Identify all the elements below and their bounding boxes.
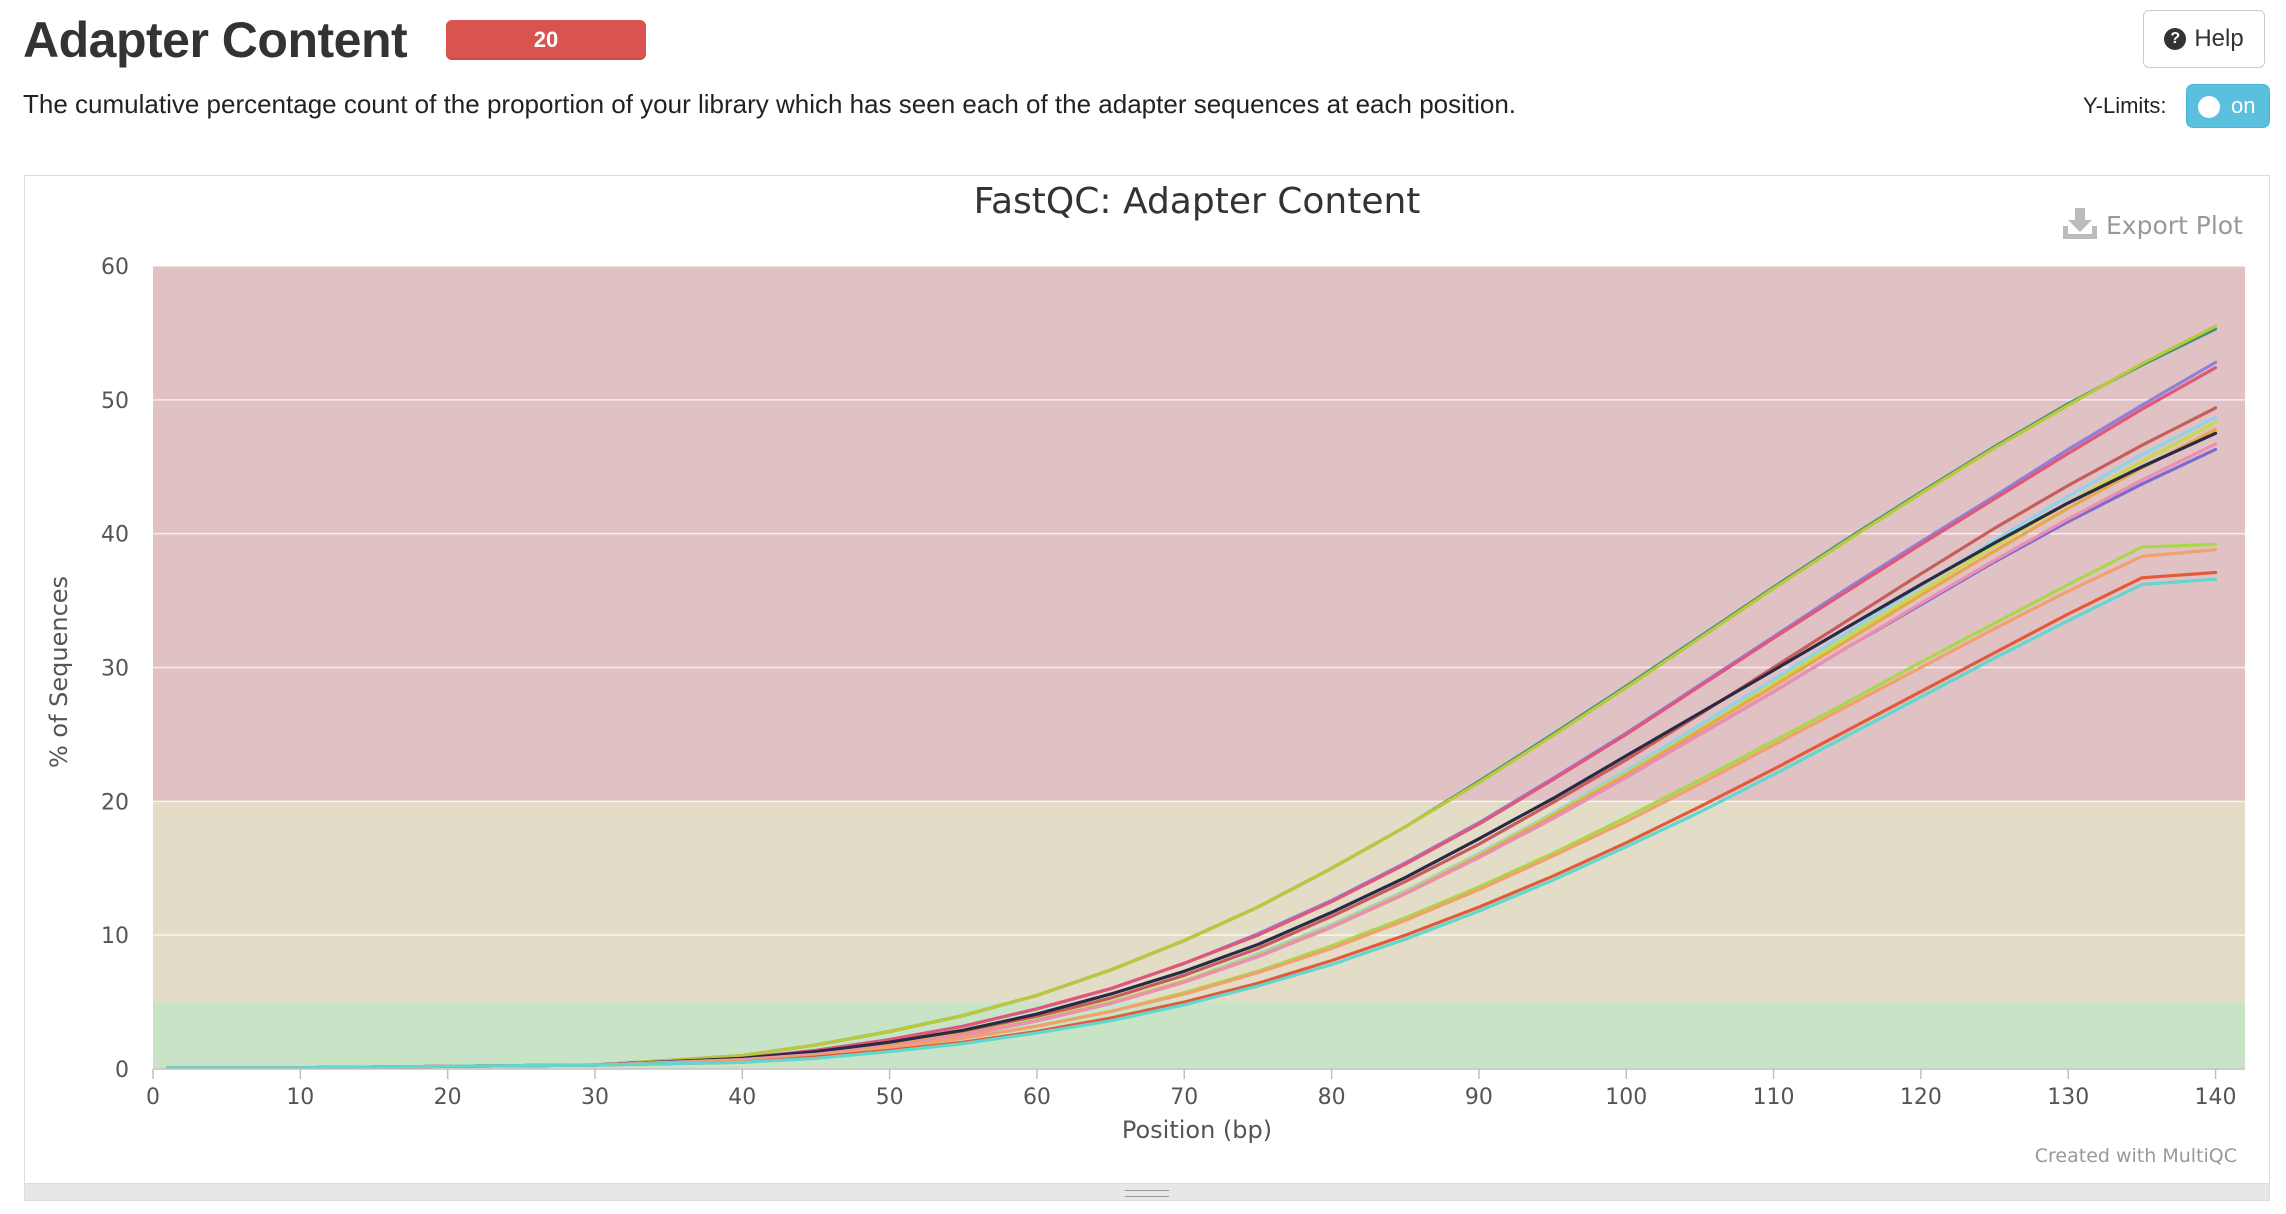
- x-tick-label: 130: [2047, 1085, 2089, 1110]
- x-tick-label: 100: [1605, 1085, 1647, 1110]
- y-tick-label: 50: [101, 389, 129, 414]
- x-tick-label: 110: [1753, 1085, 1795, 1110]
- export-plot-label: Export Plot: [2106, 211, 2243, 240]
- y-tick-label: 30: [101, 657, 129, 682]
- y-limits-label: Y-Limits:: [2083, 93, 2167, 118]
- y-tick-label: 40: [101, 523, 129, 548]
- page-title: Adapter Content: [23, 12, 408, 68]
- chart-panel: 0 10 20 30 40 50 60 0 10 20 30 40 50 60 70 80 90 100 110 12…: [24, 175, 2270, 1185]
- help-button[interactable]: ? Help: [2143, 10, 2265, 68]
- x-tick-label: 50: [876, 1085, 904, 1110]
- y-tick-label: 10: [101, 924, 129, 949]
- help-button-label: Help: [2194, 25, 2244, 52]
- x-tick-label: 120: [1900, 1085, 1942, 1110]
- series-line-15: [166, 577, 2218, 1070]
- y-tick-label: 20: [101, 790, 129, 815]
- x-tick-label: 90: [1465, 1085, 1493, 1110]
- status-badge: 20: [446, 20, 646, 60]
- y-limits-toggle[interactable]: on: [2186, 84, 2270, 128]
- section-description: The cumulative percentage count of the p…: [23, 89, 1517, 119]
- toggle-knob: [2198, 96, 2220, 118]
- x-tick-label: 30: [581, 1085, 609, 1110]
- toggle-label: on: [2231, 93, 2256, 118]
- y-axis-title: % of Sequences: [45, 576, 73, 768]
- x-axis-title: Position (bp): [1122, 1116, 1272, 1144]
- export-plot-button[interactable]: Export Plot: [2063, 208, 2243, 240]
- x-tick-label: 10: [286, 1085, 314, 1110]
- plot-resize-handle[interactable]: [24, 1183, 2270, 1201]
- x-tick-label: 20: [434, 1085, 462, 1110]
- x-tick-label: 80: [1318, 1085, 1346, 1110]
- y-tick-label: 0: [115, 1058, 129, 1083]
- band-warn: [153, 801, 2245, 1003]
- chart-title: FastQC: Adapter Content: [974, 181, 1421, 222]
- question-circle-icon: ?: [2164, 28, 2187, 50]
- grip-icon: [1125, 1190, 1169, 1197]
- chart-credit: Created with MultiQC: [2035, 1145, 2237, 1167]
- series-line-2: [166, 324, 2218, 1070]
- band-pass: [153, 1002, 2245, 1069]
- download-icon: [2063, 208, 2097, 239]
- x-tick-label: 0: [146, 1085, 160, 1110]
- x-tick-label: 40: [728, 1085, 756, 1110]
- x-tick-label: 60: [1023, 1085, 1051, 1110]
- y-tick-label: 60: [101, 255, 129, 280]
- x-tick-label: 70: [1170, 1085, 1198, 1110]
- adapter-content-chart: 0 10 20 30 40 50 60 0 10 20 30 40 50 60 70 80 90 100 110 12…: [45, 181, 2245, 1167]
- x-tick-label: 140: [2195, 1085, 2237, 1110]
